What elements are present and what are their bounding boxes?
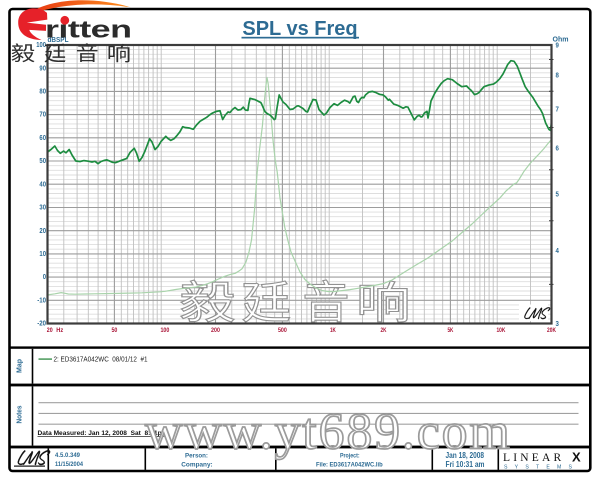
svg-text:Hz: Hz [56, 327, 64, 334]
svg-text:90: 90 [39, 63, 46, 72]
svg-text:11/15/2004: 11/15/2004 [55, 461, 83, 468]
svg-text:Ohm: Ohm [553, 35, 569, 44]
svg-text:2: ED3617A042WC 08/01/12 #1: 2: ED3617A042WC 08/01/12 #1 [54, 357, 148, 364]
svg-text:20K: 20K [547, 327, 556, 334]
svg-text:5: 5 [556, 190, 560, 199]
svg-text:X: X [572, 450, 581, 465]
svg-text:5K: 5K [447, 327, 453, 334]
svg-text:3: 3 [556, 319, 559, 328]
svg-text:-10: -10 [37, 295, 46, 304]
svg-text:50: 50 [111, 327, 117, 334]
svg-text:6: 6 [556, 143, 559, 152]
svg-text:100: 100 [36, 40, 46, 49]
svg-text:Person:: Person: [185, 453, 208, 460]
svg-text:40: 40 [39, 179, 46, 188]
svg-text:1K: 1K [330, 327, 336, 334]
svg-text:10K: 10K [496, 327, 505, 334]
svg-text:70: 70 [39, 110, 46, 119]
svg-text:80: 80 [39, 87, 46, 96]
svg-text:-20: -20 [37, 319, 46, 328]
svg-text:www.yt689.com: www.yt689.com [145, 404, 512, 461]
svg-text:rıtten: rıtten [45, 16, 132, 43]
svg-text:Fri 10:31 am: Fri 10:31 am [446, 460, 485, 469]
svg-text:SYSTEMS: SYSTEMS [504, 465, 579, 471]
svg-text:0: 0 [43, 272, 46, 281]
svg-text:Map: Map [15, 359, 24, 373]
svg-text:30: 30 [39, 203, 46, 212]
svg-text:4: 4 [556, 246, 560, 255]
svg-text:dBSPL: dBSPL [48, 35, 69, 44]
svg-text:8: 8 [556, 71, 559, 80]
svg-text:Project:: Project: [340, 453, 360, 460]
svg-text:2K: 2K [381, 327, 387, 334]
svg-text:100: 100 [160, 327, 169, 334]
svg-text:SPL vs Freq: SPL vs Freq [242, 18, 357, 40]
svg-text:Data Measured: Jan 12, 2008 S: Data Measured: Jan 12, 2008 Sat 8:51pm [38, 430, 168, 437]
svg-text:50: 50 [39, 156, 46, 165]
svg-text:Jan 18, 2008: Jan 18, 2008 [446, 451, 485, 460]
svg-text:Notes: Notes [15, 406, 24, 424]
svg-text:File: ED3617A042WC.lib: File: ED3617A042WC.lib [316, 462, 383, 469]
svg-text:60: 60 [39, 133, 46, 142]
svg-text:20: 20 [47, 327, 53, 334]
svg-text:9: 9 [556, 41, 559, 50]
svg-text:Company:: Company: [181, 462, 212, 469]
svg-text:7: 7 [556, 104, 559, 113]
svg-text:10: 10 [39, 249, 46, 258]
svg-text:500: 500 [278, 327, 287, 334]
svg-text:4.5.0.349: 4.5.0.349 [55, 452, 80, 459]
svg-text:LINEAR: LINEAR [503, 452, 564, 464]
svg-text:200: 200 [211, 327, 220, 334]
svg-text:20: 20 [39, 226, 46, 235]
